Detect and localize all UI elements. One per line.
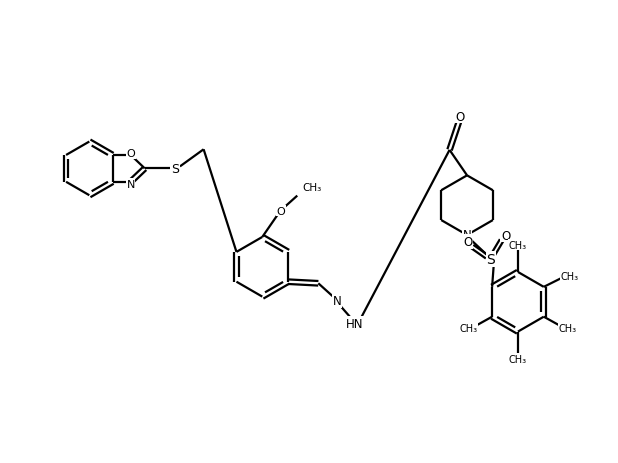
Text: CH₃: CH₃ xyxy=(509,240,527,250)
Text: CH₃: CH₃ xyxy=(561,271,579,281)
Text: N: N xyxy=(463,229,472,242)
Text: N: N xyxy=(127,179,135,189)
Text: CH₃: CH₃ xyxy=(559,323,577,333)
Text: CH₃: CH₃ xyxy=(509,354,527,364)
Text: CH₃: CH₃ xyxy=(302,182,321,192)
Text: CH₃: CH₃ xyxy=(459,323,477,333)
Text: HN: HN xyxy=(346,317,363,330)
Text: O: O xyxy=(501,229,510,242)
Text: S: S xyxy=(486,252,495,266)
Text: S: S xyxy=(171,163,179,175)
Text: O: O xyxy=(464,236,473,249)
Text: O: O xyxy=(276,206,285,216)
Text: O: O xyxy=(126,149,135,159)
Text: N: N xyxy=(333,294,342,307)
Text: O: O xyxy=(455,111,465,124)
